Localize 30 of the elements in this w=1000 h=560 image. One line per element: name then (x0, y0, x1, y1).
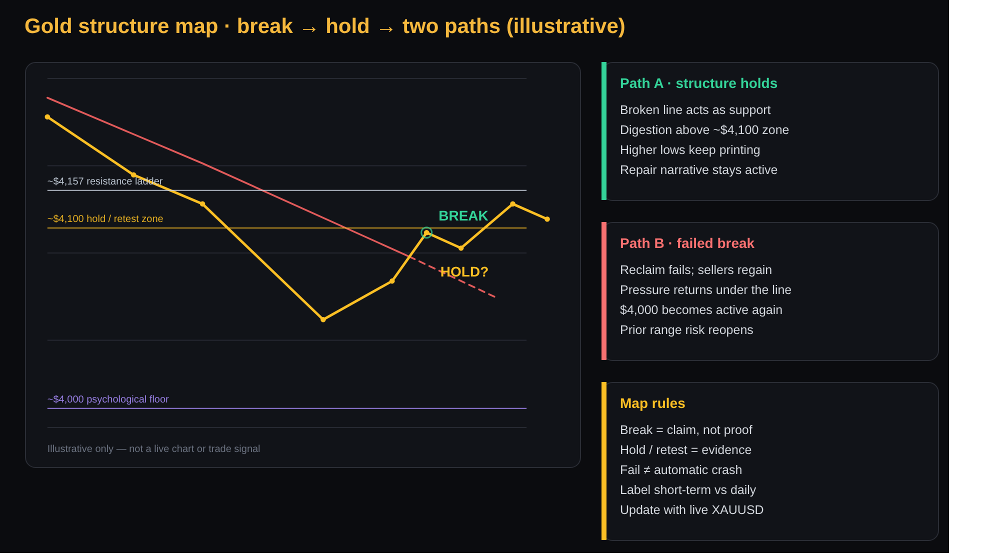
text: Digestion above ~$4,100 zone (620, 123, 790, 137)
point (200, 201, 206, 207)
text: Path A · structure holds (620, 75, 778, 91)
ref-line-label: ~$4,100 hold / retest zone (47, 214, 164, 225)
point (458, 245, 464, 251)
point (544, 216, 550, 222)
text: Repair narrative stays active (620, 163, 778, 177)
text: Map rules (620, 395, 686, 411)
text: Update with live XAUUSD (620, 503, 764, 517)
text: Broken line acts as support (620, 103, 772, 117)
point (130, 172, 136, 178)
text: $4,000 becomes active again (620, 303, 783, 317)
point (389, 278, 395, 284)
text: Prior range risk reopens (620, 323, 754, 337)
point (320, 316, 326, 322)
ref-line-label: ~$4,000 psychological floor (47, 394, 170, 406)
text: Pressure returns under the line (620, 283, 792, 297)
annotation: BREAK (438, 207, 488, 224)
point (510, 201, 516, 207)
text: Illustrative only — not a live chart or trade signal (47, 444, 260, 455)
text: Fail ≠ automatic crash (620, 463, 742, 477)
point (44, 114, 50, 120)
text: Break = claim, not proof (620, 423, 753, 437)
text: Path B · failed break (620, 235, 755, 251)
annotation: HOLD? (440, 263, 489, 280)
text: Higher lows keep printing (620, 143, 760, 157)
text: Hold / retest = evidence (620, 443, 752, 457)
text: Label short-term vs daily (620, 483, 757, 497)
text: Reclaim fails; sellers regain (620, 263, 772, 277)
chart-title: Gold structure map · break → hold → two paths (illustrative) (24, 15, 626, 38)
